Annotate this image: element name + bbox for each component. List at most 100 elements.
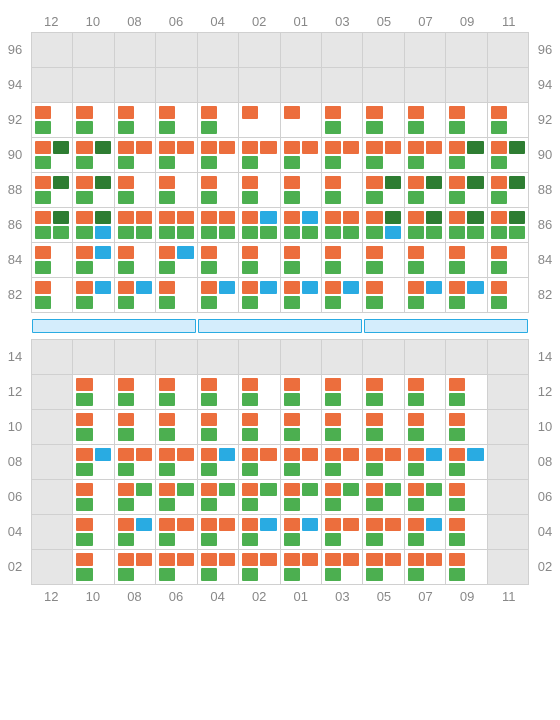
slot-br	[385, 191, 401, 204]
slot-tr	[385, 483, 401, 496]
cell-empty	[488, 375, 528, 409]
slot-bl	[118, 296, 134, 309]
col-label: 09	[447, 589, 488, 604]
cell	[198, 375, 238, 409]
slot-bl	[159, 463, 175, 476]
cell	[363, 515, 403, 549]
slot-tr	[302, 176, 318, 189]
cell-empty	[363, 33, 403, 67]
divider-bar-1	[32, 319, 196, 333]
slot-bl	[325, 498, 341, 511]
row-label: 14	[0, 339, 30, 373]
slot-br	[467, 498, 483, 511]
cell	[198, 103, 238, 137]
slot-bl	[118, 191, 134, 204]
slot-tr	[136, 141, 152, 154]
cell	[446, 445, 486, 479]
slot-tl	[408, 378, 424, 391]
row-label: 88	[0, 172, 30, 206]
slot-bl	[325, 261, 341, 274]
cell	[115, 138, 155, 172]
slot-tr	[426, 106, 442, 119]
slot-bl	[325, 568, 341, 581]
slot-br	[177, 533, 193, 546]
slot-tl	[76, 413, 92, 426]
col-label: 05	[364, 14, 405, 29]
slot-tr	[219, 106, 235, 119]
slot-tl	[284, 413, 300, 426]
slot-br	[95, 226, 111, 239]
cell	[32, 138, 72, 172]
slot-br	[260, 533, 276, 546]
slot-tr	[219, 553, 235, 566]
slot-bl	[491, 226, 507, 239]
slot-br	[509, 226, 525, 239]
cell	[488, 103, 528, 137]
slot-tl	[201, 176, 217, 189]
slot-br	[426, 191, 442, 204]
slot-bl	[366, 498, 382, 511]
slot-tr	[509, 141, 525, 154]
slot-br	[302, 226, 318, 239]
slot-tr	[136, 448, 152, 461]
cell-empty	[32, 410, 72, 444]
slot-tl	[408, 211, 424, 224]
slot-bl	[325, 191, 341, 204]
slot-br	[95, 568, 111, 581]
slot-br	[467, 393, 483, 406]
slot-bl	[325, 428, 341, 441]
slot-br	[95, 498, 111, 511]
row-labels-right-top: 9694929088868482	[530, 32, 560, 313]
slot-tr	[385, 281, 401, 294]
slot-tl	[201, 518, 217, 531]
row-label: 92	[530, 102, 560, 136]
slot-br	[219, 463, 235, 476]
slot-tr	[95, 518, 111, 531]
slot-br	[302, 428, 318, 441]
slot-tl	[76, 246, 92, 259]
slot-br	[136, 533, 152, 546]
cell-empty	[322, 33, 362, 67]
slot-bl	[201, 498, 217, 511]
slot-tr	[426, 141, 442, 154]
cell-empty	[405, 68, 445, 102]
row-labels-right-bottom: 14121008060402	[530, 339, 560, 585]
cell	[73, 103, 113, 137]
slot-br	[177, 191, 193, 204]
cell	[156, 410, 196, 444]
col-label: 12	[31, 589, 72, 604]
cell	[115, 550, 155, 584]
slot-br	[467, 121, 483, 134]
slot-tr	[95, 281, 111, 294]
slot-tl	[159, 518, 175, 531]
cell	[488, 138, 528, 172]
slot-tr	[177, 281, 193, 294]
slot-br	[177, 121, 193, 134]
cell	[281, 480, 321, 514]
col-label: 11	[488, 589, 529, 604]
slot-bl	[325, 121, 341, 134]
cell-empty	[198, 340, 238, 374]
cell	[322, 445, 362, 479]
cell	[73, 515, 113, 549]
slot-tr	[426, 378, 442, 391]
slot-br	[385, 121, 401, 134]
slot-tl	[325, 553, 341, 566]
slot-tr	[467, 483, 483, 496]
slot-tl	[35, 281, 51, 294]
cell-empty	[488, 340, 528, 374]
slot-br	[95, 393, 111, 406]
cell	[198, 445, 238, 479]
cell	[405, 410, 445, 444]
slot-tl	[366, 518, 382, 531]
slot-bl	[325, 533, 341, 546]
slot-bl	[449, 156, 465, 169]
slot-tl	[201, 246, 217, 259]
slot-tr	[343, 448, 359, 461]
slot-br	[177, 568, 193, 581]
cell	[73, 480, 113, 514]
cell	[363, 138, 403, 172]
slot-bl	[366, 156, 382, 169]
row-label: 84	[530, 242, 560, 276]
divider-bars	[0, 319, 560, 333]
